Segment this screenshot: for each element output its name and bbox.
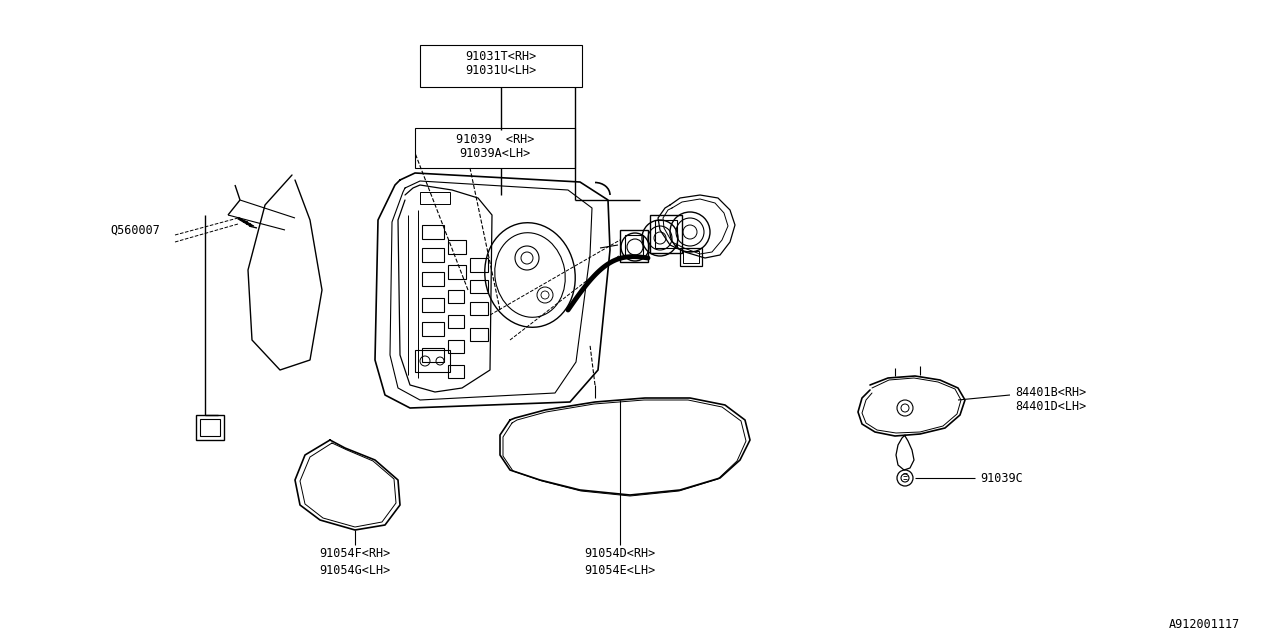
Text: 91039  <RH>: 91039 <RH> — [456, 132, 534, 145]
Bar — [448, 240, 466, 254]
Bar — [448, 365, 465, 378]
Text: Q560007: Q560007 — [110, 223, 160, 237]
Bar — [196, 415, 224, 440]
Bar — [655, 220, 677, 248]
Bar — [470, 328, 488, 341]
Text: 91054F<RH>
91054G<LH>: 91054F<RH> 91054G<LH> — [320, 547, 390, 577]
Bar — [420, 45, 582, 87]
Bar — [200, 419, 220, 436]
Text: 84401B<RH>: 84401B<RH> — [1015, 385, 1087, 399]
Bar — [448, 340, 465, 353]
Bar — [420, 192, 451, 204]
Bar — [680, 248, 701, 266]
Bar — [684, 251, 699, 263]
Bar — [422, 322, 444, 336]
Bar — [620, 230, 648, 262]
Bar — [415, 350, 451, 372]
Text: 91054D<RH>
91054E<LH>: 91054D<RH> 91054E<LH> — [585, 547, 655, 577]
Text: 91031U<LH>: 91031U<LH> — [466, 63, 536, 77]
Bar — [448, 290, 465, 303]
Bar — [422, 348, 444, 362]
Bar — [448, 265, 466, 279]
Bar — [470, 302, 488, 315]
Text: 84401D<LH>: 84401D<LH> — [1015, 399, 1087, 413]
Text: 91039A<LH>: 91039A<LH> — [460, 147, 531, 159]
Bar — [422, 298, 444, 312]
Bar — [470, 280, 488, 293]
Bar — [470, 258, 488, 272]
Text: A912001117: A912001117 — [1169, 618, 1240, 632]
Bar — [650, 215, 682, 253]
Bar — [415, 128, 575, 168]
Bar — [625, 235, 643, 257]
Text: 91031T<RH>: 91031T<RH> — [466, 49, 536, 63]
Bar — [422, 225, 444, 239]
Bar — [448, 315, 465, 328]
Text: 91039C: 91039C — [980, 472, 1023, 484]
Bar — [422, 248, 444, 262]
Bar — [422, 272, 444, 286]
